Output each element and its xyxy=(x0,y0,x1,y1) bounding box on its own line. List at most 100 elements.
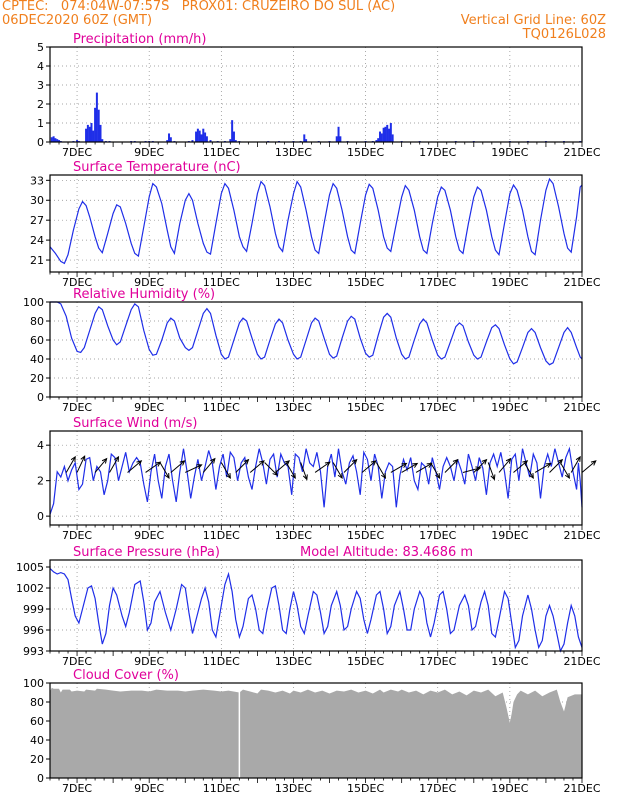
x-tick-label: 11DEC xyxy=(203,782,240,795)
panel-frame xyxy=(49,430,583,526)
y-tick-label: 1 xyxy=(37,117,44,130)
wind-vector xyxy=(343,459,358,473)
wind-arrowhead xyxy=(136,460,143,466)
wind-vector xyxy=(581,460,597,473)
x-tick-label: 13DEC xyxy=(275,401,312,414)
precip-bar xyxy=(95,92,98,142)
wind-arrowhead xyxy=(179,460,186,466)
precip-bar xyxy=(205,136,208,142)
x-tick-label: 21DEC xyxy=(563,529,600,542)
precip-bar xyxy=(388,128,391,142)
x-tick-label: 11DEC xyxy=(203,146,240,159)
panel-title: Surface Wind (m/s) xyxy=(73,416,197,431)
wind-vector xyxy=(170,460,185,473)
x-tick-label: 7DEC xyxy=(62,782,92,795)
y-tick-label: 20 xyxy=(30,372,44,385)
y-tick-label: 100 xyxy=(23,677,44,690)
y-tick-label: 996 xyxy=(23,624,44,637)
wind-vector xyxy=(249,460,265,473)
y-tick-label: 100 xyxy=(23,296,44,309)
panel-annotation: Model Altitude: 83.4686 m xyxy=(300,545,473,560)
y-tick-label: 0 xyxy=(37,136,44,149)
header-grid-line: Vertical Grid Line: 60Z xyxy=(460,13,606,28)
precip-bar xyxy=(58,140,61,142)
wind-arrowhead xyxy=(370,460,377,466)
wind-vector xyxy=(390,463,407,473)
y-tick-label: 24 xyxy=(30,234,44,247)
wind-arrowhead xyxy=(380,473,386,480)
x-tick-label: 21DEC xyxy=(563,146,600,159)
y-tick-label: 40 xyxy=(30,353,44,366)
x-tick-label: 7DEC xyxy=(62,276,92,289)
wind-arrowhead xyxy=(412,462,419,468)
x-tick-label: 15DEC xyxy=(347,276,384,289)
x-tick-label: 13DEC xyxy=(275,782,312,795)
x-tick-label: 7DEC xyxy=(62,401,92,414)
y-tick-label: 0 xyxy=(37,391,44,404)
wind-vector xyxy=(473,459,487,473)
wind-vector xyxy=(415,463,432,473)
header-run-date: 06DEC2020 60Z (GMT) xyxy=(2,13,153,28)
y-tick-label: 30 xyxy=(30,194,44,207)
y-tick-label: 5 xyxy=(37,41,44,54)
wind-vector xyxy=(275,460,290,473)
precip-bar xyxy=(166,140,169,142)
panel-title: Cloud Cover (%) xyxy=(73,668,179,683)
wind-vector xyxy=(202,458,216,473)
x-tick-label: 17DEC xyxy=(419,782,456,795)
header-model-id: TQ0126L028 xyxy=(522,27,606,42)
y-tick-label: 3 xyxy=(37,79,44,92)
wind-vector xyxy=(549,459,563,473)
precip-bar xyxy=(195,131,198,142)
precip-bar xyxy=(209,140,212,142)
wind-arrowhead xyxy=(290,473,296,480)
x-tick-label: 17DEC xyxy=(419,529,456,542)
x-tick-label: 15DEC xyxy=(347,655,384,668)
x-tick-label: 15DEC xyxy=(347,401,384,414)
wind-vector xyxy=(430,462,440,479)
precip-bar xyxy=(191,140,194,142)
x-tick-label: 21DEC xyxy=(563,655,600,668)
precip-bar xyxy=(305,139,308,142)
panel-frame xyxy=(49,301,583,398)
wind-vector xyxy=(487,462,495,480)
panel-frame xyxy=(49,559,583,652)
x-tick-label: 17DEC xyxy=(419,146,456,159)
wind-vector xyxy=(401,463,418,473)
series-line xyxy=(49,446,583,515)
panel-0: Precipitation (mm/h) 0 1 2 3 4 5 7DEC 9DEC 11DEC 1… xyxy=(37,32,601,159)
precip-bar xyxy=(76,140,79,142)
wind-vector xyxy=(534,463,551,473)
wind-vector xyxy=(220,462,231,479)
x-tick-label: 19DEC xyxy=(491,276,528,289)
y-tick-label: 21 xyxy=(30,254,44,267)
precip-bar xyxy=(229,139,232,142)
wind-arrowhead xyxy=(426,462,433,468)
x-tick-label: 7DEC xyxy=(62,146,92,159)
y-tick-label: 27 xyxy=(30,214,44,227)
wind-arrowhead xyxy=(164,473,170,480)
x-tick-label: 21DEC xyxy=(563,276,600,289)
x-tick-label: 11DEC xyxy=(203,655,240,668)
precip-bar xyxy=(389,123,392,142)
x-tick-label: 17DEC xyxy=(419,401,456,414)
panel-3: Surface Wind (m/s) 0 2 4 7DEC 9DEC 11DEC 13DEC 1… xyxy=(37,416,601,542)
precip-bar xyxy=(97,109,100,142)
x-tick-label: 13DEC xyxy=(275,276,312,289)
y-tick-label: 0 xyxy=(37,510,44,523)
wind-arrowhead xyxy=(155,461,162,467)
x-tick-label: 17DEC xyxy=(419,276,456,289)
y-tick-label: 4 xyxy=(37,60,44,73)
wind-arrowhead xyxy=(505,457,512,464)
x-tick-label: 9DEC xyxy=(134,655,164,668)
precip-bar xyxy=(380,133,383,142)
x-tick-label: 9DEC xyxy=(134,276,164,289)
panel-frame xyxy=(49,682,583,779)
precip-bar xyxy=(232,131,235,142)
y-tick-label: 1002 xyxy=(16,582,44,595)
x-tick-label: 19DEC xyxy=(491,401,528,414)
precip-bar xyxy=(303,134,306,142)
x-tick-label: 17DEC xyxy=(419,655,456,668)
wind-vector xyxy=(145,461,161,473)
panel-frame xyxy=(49,174,583,273)
